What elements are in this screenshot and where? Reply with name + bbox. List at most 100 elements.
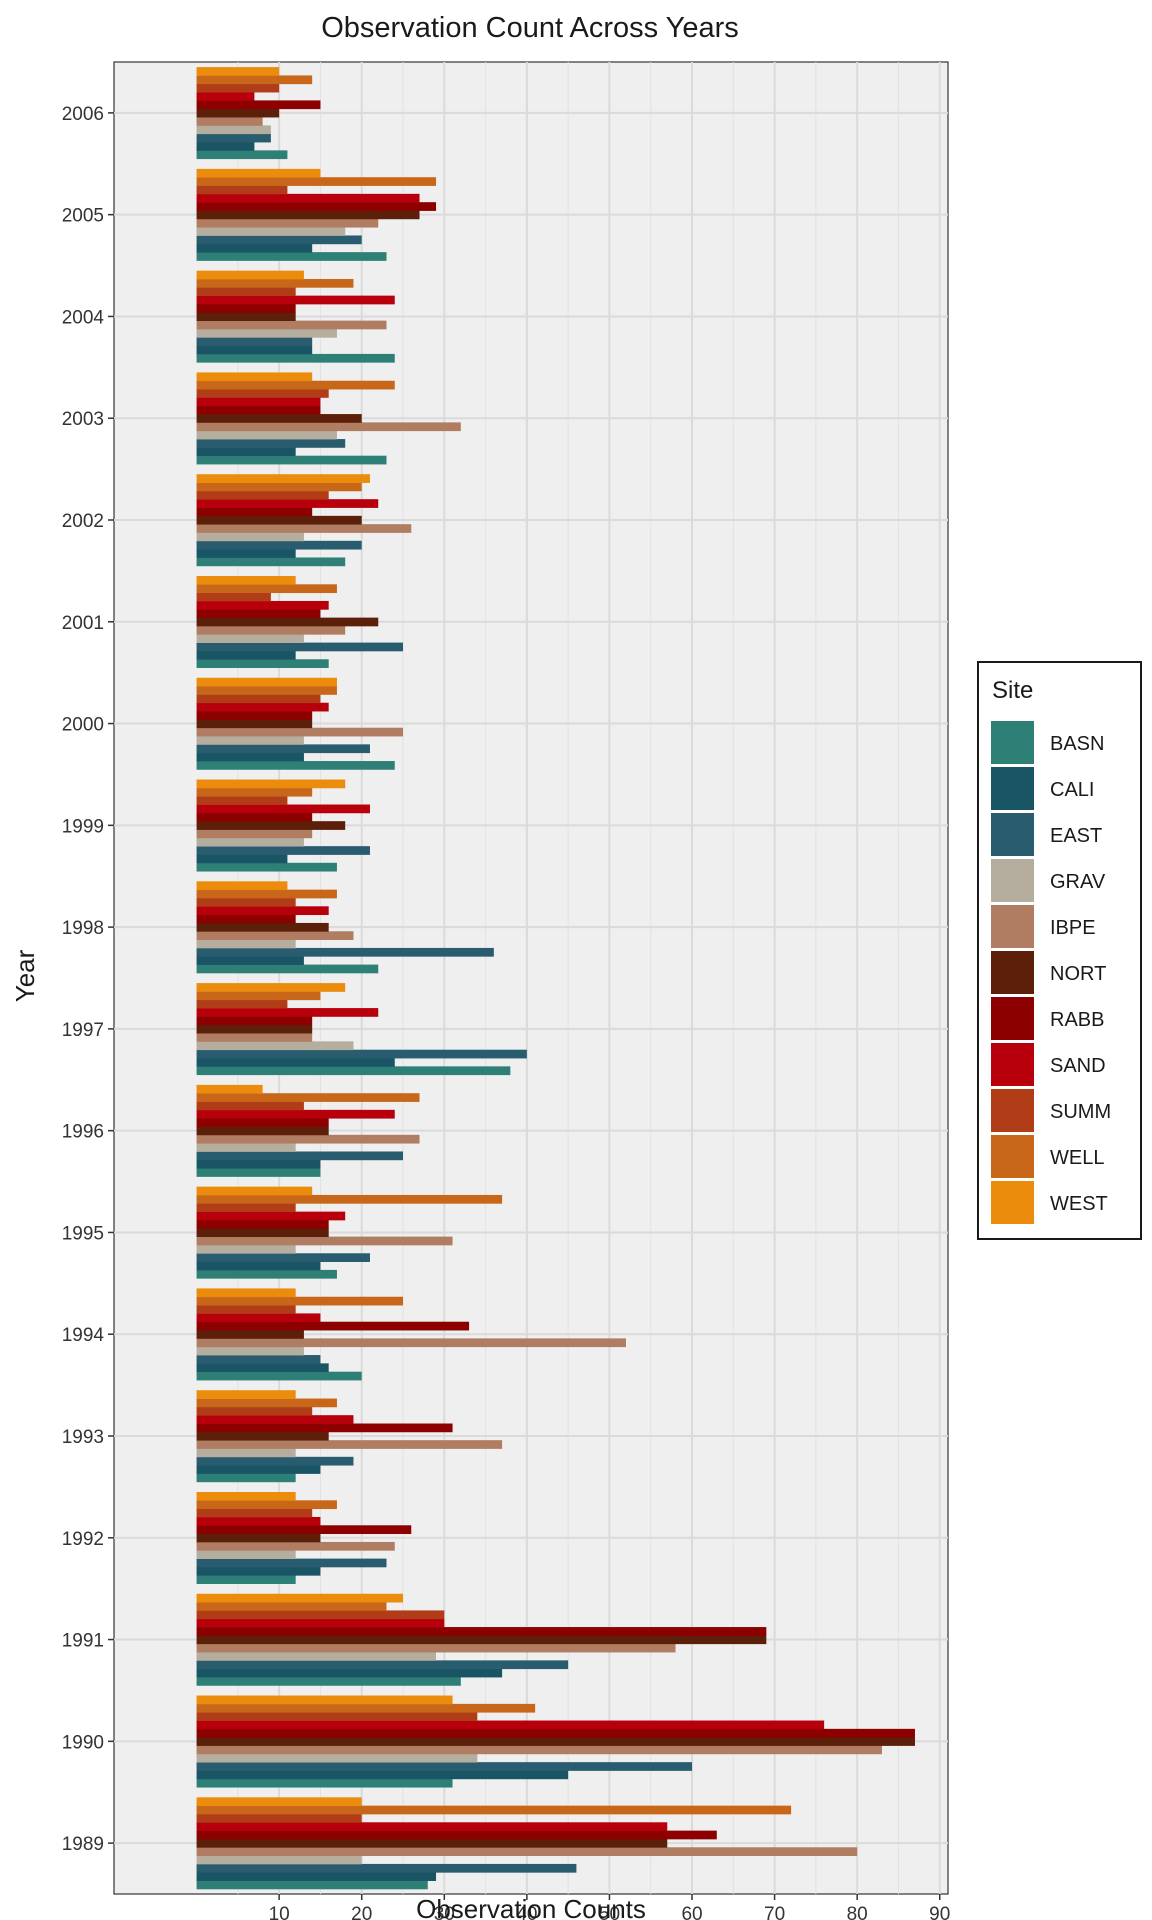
- bar-basn-1994: [196, 1371, 362, 1381]
- legend-label-west: WEST: [1050, 1193, 1108, 1215]
- x-axis-title: Observation Counts: [416, 1894, 646, 1920]
- bar-basn-2001: [196, 659, 329, 668]
- bar-rabb-1999: [196, 812, 313, 822]
- legend-key-well: [991, 1135, 1034, 1178]
- bar-basn-1998: [196, 964, 379, 974]
- y-tick-label: 1993: [62, 1427, 104, 1448]
- bar-basn-1989: [196, 1880, 428, 1890]
- bar-summ-1990: [196, 1712, 478, 1721]
- bar-well-1996: [196, 1093, 420, 1102]
- bar-grav-1990: [196, 1753, 478, 1763]
- bar-west-2004: [196, 270, 304, 280]
- legend-label-nort: NORT: [1050, 963, 1106, 985]
- bar-cali-2003: [196, 447, 296, 457]
- legend-key-nort: [991, 951, 1034, 994]
- bar-basn-1993: [196, 1473, 296, 1483]
- bar-grav-1999: [196, 837, 304, 847]
- bar-cali-1996: [196, 1159, 321, 1169]
- bar-ibpe-1999: [196, 829, 313, 839]
- y-tick-label: 1999: [62, 816, 104, 837]
- bar-sand-1994: [196, 1313, 321, 1323]
- bar-summ-1999: [196, 796, 288, 805]
- x-tick-label: 30: [434, 1904, 455, 1920]
- bar-west-2000: [196, 677, 337, 687]
- bar-basn-1996: [196, 1168, 321, 1177]
- bar-sand-1996: [196, 1109, 395, 1119]
- legend-key-grav: [991, 859, 1034, 902]
- bar-sand-2005: [196, 193, 420, 203]
- y-tick-label: 1998: [62, 918, 104, 939]
- bar-west-1990: [196, 1695, 453, 1705]
- y-axis: 1989 1990 1991 1992 1993 1994 1995 1996 1997 1998…: [62, 104, 114, 1855]
- bar-rabb-2003: [196, 405, 321, 415]
- legend-label-grav: GRAV: [1050, 871, 1106, 893]
- legend-label-cali: CALI: [1050, 779, 1094, 801]
- bar-ibpe-1993: [196, 1440, 503, 1449]
- bar-well-2001: [196, 584, 337, 594]
- bar-sand-1992: [196, 1516, 321, 1526]
- x-tick-label: 90: [929, 1904, 950, 1920]
- bar-cali-1997: [196, 1058, 395, 1067]
- bar-rabb-2004: [196, 303, 296, 313]
- bar-west-2003: [196, 372, 313, 382]
- bar-basn-2004: [196, 353, 395, 363]
- bar-basn-1999: [196, 862, 337, 872]
- bar-cali-1991: [196, 1668, 503, 1678]
- legend-key-west: [991, 1181, 1034, 1224]
- bar-nort-1997: [196, 1024, 313, 1034]
- bar-ibpe-2004: [196, 320, 387, 330]
- bar-cali-2002: [196, 549, 296, 558]
- bar-well-1997: [196, 991, 321, 1001]
- bar-basn-2000: [196, 761, 395, 770]
- bar-ibpe-1996: [196, 1134, 420, 1144]
- bar-grav-2002: [196, 532, 304, 542]
- bar-summ-1994: [196, 1305, 296, 1314]
- bar-cali-1994: [196, 1363, 329, 1373]
- plot-panel: [113, 61, 949, 1895]
- bar-summ-2001: [196, 592, 271, 602]
- bar-nort-2006: [196, 108, 280, 118]
- y-tick-label: 1997: [62, 1020, 104, 1041]
- bar-nort-1991: [196, 1635, 767, 1645]
- bar-basn-2006: [196, 150, 288, 160]
- bar-ibpe-2002: [196, 524, 412, 533]
- bar-rabb-2005: [196, 202, 437, 211]
- chart-title: Observation Count Across Years: [321, 12, 739, 44]
- bar-well-1994: [196, 1296, 404, 1306]
- bar-east-2003: [196, 439, 346, 448]
- bar-rabb-2006: [196, 100, 321, 110]
- bar-rabb-1993: [196, 1423, 453, 1433]
- legend-label-ibpe: IBPE: [1050, 917, 1096, 939]
- bar-grav-1993: [196, 1448, 296, 1458]
- bar-summ-2003: [196, 389, 329, 398]
- bar-basn-1997: [196, 1066, 511, 1076]
- bar-well-1990: [196, 1703, 536, 1713]
- bar-well-2004: [196, 278, 354, 288]
- bar-east-2005: [196, 235, 362, 245]
- bar-sand-1999: [196, 804, 370, 814]
- legend-label-east: EAST: [1050, 825, 1102, 847]
- bar-grav-2005: [196, 227, 346, 236]
- bar-rabb-1995: [196, 1219, 329, 1229]
- bar-cali-1989: [196, 1872, 437, 1881]
- bar-west-2001: [196, 575, 296, 585]
- bar-sand-1993: [196, 1415, 354, 1424]
- bar-rabb-1990: [196, 1728, 915, 1738]
- bar-basn-2002: [196, 557, 346, 567]
- bar-sand-1997: [196, 1008, 379, 1017]
- bar-cali-1992: [196, 1566, 321, 1576]
- legend-key-cali: [991, 767, 1034, 810]
- bar-sand-1998: [196, 906, 329, 916]
- bar-ibpe-1995: [196, 1236, 453, 1246]
- bar-west-1997: [196, 983, 346, 992]
- bar-rabb-2002: [196, 507, 313, 517]
- y-tick-label: 1996: [62, 1122, 104, 1143]
- bar-grav-1989: [196, 1855, 362, 1865]
- bar-rabb-1991: [196, 1627, 767, 1636]
- bar-east-2002: [196, 540, 362, 550]
- bar-summ-1991: [196, 1610, 445, 1620]
- bar-basn-2003: [196, 455, 387, 465]
- bar-ibpe-2001: [196, 625, 346, 635]
- bar-west-1989: [196, 1797, 362, 1807]
